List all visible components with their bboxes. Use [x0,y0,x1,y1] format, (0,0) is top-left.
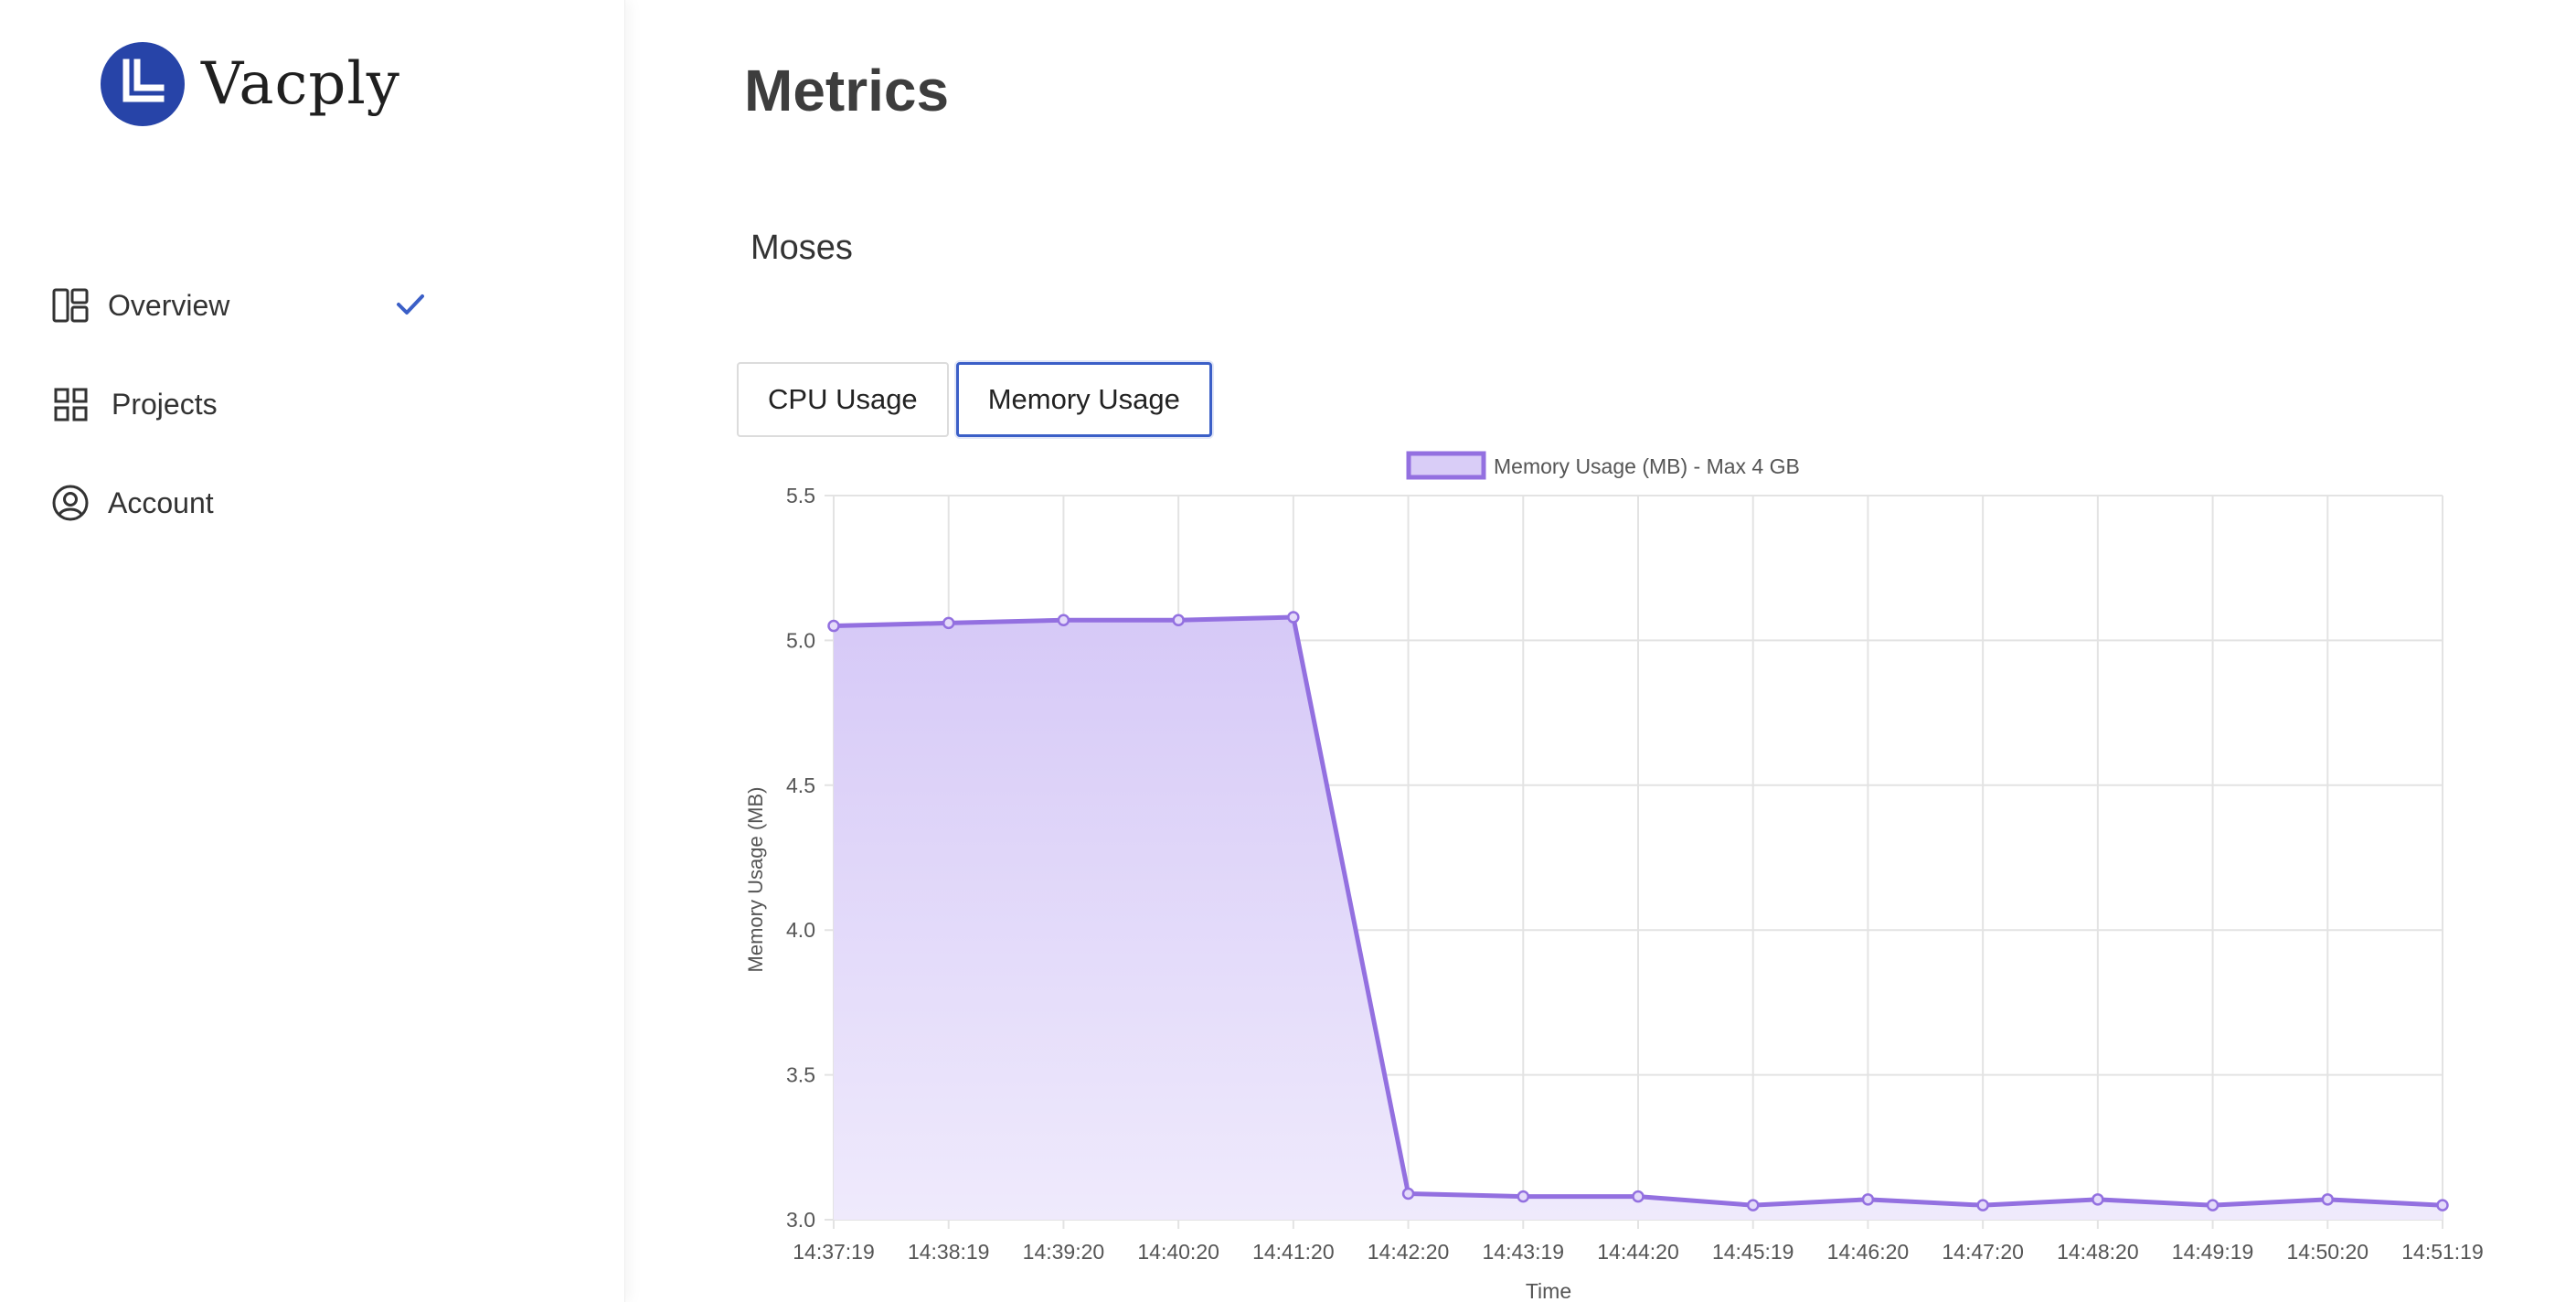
x-tick-label: 14:39:20 [1023,1240,1105,1264]
y-tick-label: 4.0 [786,918,815,942]
data-point[interactable] [2206,1199,2219,1211]
x-tick-label: 14:43:19 [1483,1240,1565,1264]
y-tick-label: 3.5 [786,1063,815,1087]
data-point[interactable] [2321,1193,2335,1206]
x-tick-label: 14:42:20 [1368,1240,1450,1264]
sidebar-item-overview[interactable]: Overview [51,256,435,355]
main-content: Metrics Moses CPU Usage Memory Usage 5.5… [625,0,2576,1302]
x-tick-label: 14:44:20 [1597,1240,1679,1264]
sidebar-item-label: Overview [108,288,230,322]
sidebar-item-projects[interactable]: Projects [51,355,435,454]
y-axis-ticks: 5.5 5.0 4.5 4.0 3.5 3.0 [786,484,815,1232]
chart-area [834,617,2443,1220]
x-axis-ticks: 14:37:19 14:38:19 14:39:20 14:40:20 14:41:20… [793,1240,2484,1264]
x-tick-label: 14:49:19 [2172,1240,2254,1264]
check-icon [393,287,428,322]
x-tick-label: 14:40:20 [1137,1240,1219,1264]
brand-name: Vacply [201,50,400,118]
y-tick-label: 3.0 [786,1208,815,1232]
data-point[interactable] [2092,1193,2104,1206]
project-name: Moses [750,229,853,267]
data-point[interactable] [1861,1193,1875,1206]
chart-container: 5.5 5.0 4.5 4.0 3.5 3.0 14:37:19 14:38:19 14:39… [625,0,2576,1302]
data-point[interactable] [1401,1187,1415,1201]
data-point[interactable] [942,616,955,630]
x-tick-label: 14:50:20 [2287,1240,2369,1264]
chart-legend[interactable]: Memory Usage (MB) - Max 4 GB [1406,451,1800,480]
tab-cpu-usage[interactable]: CPU Usage [737,362,949,437]
data-point[interactable] [1517,1190,1530,1203]
data-point[interactable] [1172,614,1185,626]
x-tick-label: 14:41:20 [1252,1240,1335,1264]
legend-swatch [1406,451,1486,480]
legend-label: Memory Usage (MB) - Max 4 GB [1494,454,1800,478]
series-area-fill [834,617,2443,1220]
x-tick-label: 14:38:19 [908,1240,990,1264]
sidebar-item-label: Projects [112,387,218,421]
sidebar-item-account[interactable]: Account [51,454,435,552]
sidebar: Vacply Overview [0,0,625,1302]
x-tick-label: 14:47:20 [1942,1240,2024,1264]
sidebar-nav: Overview Projects [51,256,435,552]
sidebar-item-label: Account [108,486,214,519]
x-tick-label: 14:45:19 [1712,1240,1794,1264]
x-tick-label: 14:37:19 [793,1240,875,1264]
brand[interactable]: Vacply [101,42,400,126]
y-tick-label: 5.0 [786,628,815,652]
memory-usage-chart: 5.5 5.0 4.5 4.0 3.5 3.0 14:37:19 14:38:19 14:39… [744,451,2484,1302]
data-point[interactable] [1746,1199,1760,1211]
x-tick-label: 14:46:20 [1827,1240,1910,1264]
metric-tabs: CPU Usage Memory Usage [737,362,1219,437]
grid-icon [51,385,90,423]
user-circle-icon [51,484,90,522]
x-tick-label: 14:51:19 [2401,1240,2484,1264]
data-point[interactable] [1057,614,1070,626]
y-tick-label: 4.5 [786,774,815,797]
x-tick-label: 14:48:20 [2057,1240,2139,1264]
brand-logo-icon [101,42,185,126]
y-tick-label: 5.5 [786,484,815,507]
y-axis-title: Memory Usage (MB) [744,787,767,973]
data-point[interactable] [1632,1190,1645,1203]
data-point[interactable] [827,619,840,633]
dashboard-icon [51,286,90,325]
page-title: Metrics [744,58,950,123]
x-axis-title: Time [1526,1279,1571,1302]
data-point[interactable] [2436,1199,2449,1211]
data-point[interactable] [1287,611,1300,624]
tab-memory-usage[interactable]: Memory Usage [955,362,1212,437]
data-point[interactable] [1976,1199,1989,1211]
chart-points [827,611,2449,1211]
